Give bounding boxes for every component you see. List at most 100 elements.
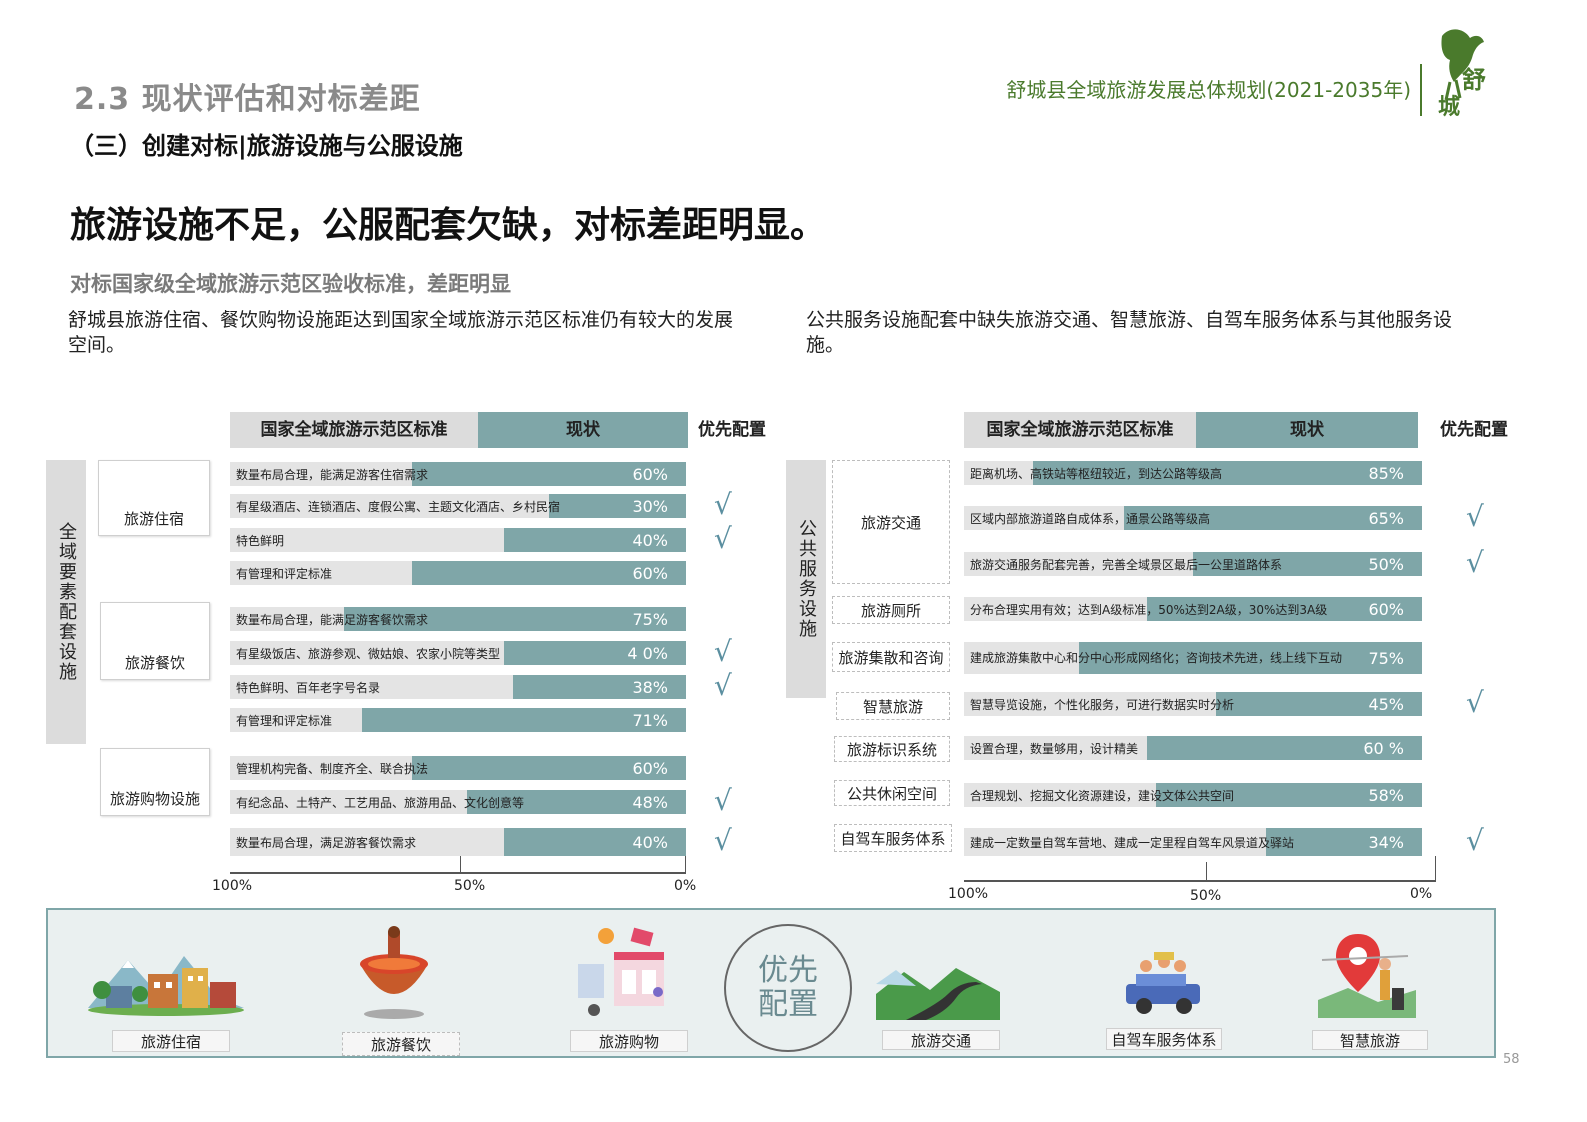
- priority-circle-line2: 配置: [758, 987, 818, 1022]
- bar-standard-text: 有管理和评定标准: [236, 566, 333, 581]
- left-description: 舒城县旅游住宿、餐饮购物设施距达到国家全域旅游示范区标准仍有较大的发展空间。: [68, 309, 734, 356]
- bar-fill: [1147, 597, 1422, 621]
- bar-fill: [362, 708, 686, 732]
- shopping-illustration-icon: [578, 927, 664, 1016]
- right-header-standard: 国家全域旅游示范区标准: [964, 412, 1196, 448]
- svg-text:城: 城: [1438, 94, 1460, 120]
- priority-check-icon: √: [1466, 686, 1484, 719]
- bottom-label-transport: 旅游交通: [882, 1030, 1000, 1050]
- bar-fill: [412, 756, 686, 780]
- bar-standard-text: 分布合理实用有效；达到A级标准，50%达到2A级，30%达到3A级: [970, 602, 1328, 617]
- bar-row: 数量布局合理，能满足游客住宿需求 60%: [230, 462, 686, 486]
- left-tick-0: 0%: [674, 878, 697, 894]
- bar-row: 特色鲜明、百年老字号名录 38%: [230, 675, 686, 699]
- bar-standard-text: 数量布局合理，满足游客餐饮需求: [236, 835, 417, 850]
- bar-value-label: 34%: [1368, 832, 1404, 852]
- category-leisure-space: 公共休闲空间: [834, 780, 950, 806]
- hotpot-illustration-icon: [360, 926, 428, 1019]
- bar-value-label: 38%: [632, 677, 668, 697]
- left-group-label: 全域要素配套设施: [46, 460, 86, 744]
- right-axis-end-tick: [1435, 856, 1436, 882]
- bar-value-label: 60%: [632, 464, 668, 484]
- left-header-priority: 优先配置: [698, 420, 766, 440]
- bar-row: 有纪念品、土特产、工艺用品、旅游用品、文化创意等 48%: [230, 790, 686, 814]
- bar-value-label: 48%: [632, 792, 668, 812]
- right-axis-mid-tick: [1206, 862, 1207, 882]
- category-self-drive: 自驾车服务体系: [834, 824, 952, 852]
- priority-check-icon: √: [714, 522, 732, 555]
- right-header-priority: 优先配置: [1440, 420, 1508, 440]
- priority-check-icon: √: [714, 635, 732, 668]
- lead-text: 对标国家级全域旅游示范区验收标准，差距明显: [70, 272, 511, 296]
- bar-value-label: 40%: [632, 832, 668, 852]
- bar-row: 有星级酒店、连锁酒店、度假公寓、主题文化酒店、乡村民宿 30%: [230, 494, 686, 518]
- section-title: 2.3 现状评估和对标差距: [74, 82, 421, 117]
- priority-check-icon: √: [1466, 824, 1484, 857]
- right-tick-0: 0%: [1410, 886, 1433, 902]
- bar-value-label: 45%: [1368, 694, 1404, 714]
- bar-fill: [512, 675, 686, 699]
- right-tick-100: 100%: [948, 886, 989, 902]
- bar-standard-text: 有星级酒店、连锁酒店、度假公寓、主题文化酒店、乡村民宿: [236, 499, 561, 514]
- priority-circle: 优先 配置: [724, 924, 852, 1052]
- bar-row: 管理机构完备、制度齐全、联合执法 60%: [230, 756, 686, 780]
- bar-standard-text: 管理机构完备、制度齐全、联合执法: [236, 761, 429, 776]
- bar-fill: [1078, 642, 1422, 674]
- bar-standard-text: 旅游交通服务配套完善，完善全域景区最后一公里道路体系: [970, 557, 1283, 572]
- category-toilet: 旅游厕所: [832, 596, 950, 624]
- category-distribution: 旅游集散和咨询: [832, 642, 950, 672]
- bar-value-label: 40%: [632, 530, 668, 550]
- left-axis-line: [230, 872, 686, 874]
- bar-row: 数量布局合理，能满足游客餐饮需求 75%: [230, 607, 686, 631]
- bar-value-label: 60%: [1368, 599, 1404, 619]
- bar-value-label: 60%: [632, 758, 668, 778]
- right-description: 公共服务设施配套中缺失旅游交通、智慧旅游、自驾车服务体系与其他服务设施。: [806, 309, 1453, 356]
- bar-fill: [344, 607, 686, 631]
- document-title: 舒城县全域旅游发展总体规划(2021-2035年): [1006, 78, 1411, 102]
- headline: 旅游设施不足，公服配套欠缺，对标差距明显。: [70, 205, 827, 246]
- right-tick-50: 50%: [1190, 888, 1222, 904]
- bar-standard-text: 设置合理，数量够用，设计精美: [970, 741, 1139, 756]
- category-shopping: 旅游购物设施: [100, 748, 210, 816]
- bar-value-label: 85%: [1368, 463, 1404, 483]
- category-transport: 旅游交通: [832, 460, 950, 584]
- left-axis-end-tick: [685, 856, 686, 874]
- priority-circle-line1: 优先: [758, 953, 818, 988]
- bar-fill: [1266, 828, 1422, 856]
- bar-standard-text: 特色鲜明、百年老字号名录: [236, 680, 381, 695]
- bar-standard-text: 合理规划、挖掘文化资源建设，建设文体公共空间: [970, 788, 1235, 803]
- bar-fill: [1032, 461, 1422, 485]
- category-dining: 旅游餐饮: [100, 602, 210, 680]
- bar-value-label: 60 %: [1363, 738, 1404, 758]
- bar-value-label: 60%: [632, 563, 668, 583]
- bar-standard-text: 有纪念品、土特产、工艺用品、旅游用品、文化创意等: [236, 795, 525, 810]
- right-header-current: 现状: [1196, 412, 1418, 448]
- bar-standard-text: 区域内部旅游道路自成体系，通景公路等级高: [970, 511, 1211, 526]
- bar-fill: [1156, 783, 1422, 807]
- bar-standard-text: 数量布局合理，能满足游客餐饮需求: [236, 612, 429, 627]
- bar-row: 有管理和评定标准 71%: [230, 708, 686, 732]
- left-tick-100: 100%: [212, 878, 253, 894]
- bar-row: 建成一定数量自驾车营地、建成一定里程自驾车风景道及驿站 34%: [964, 828, 1422, 856]
- bar-fill: [1193, 552, 1422, 576]
- bar-standard-text: 数量布局合理，能满足游客住宿需求: [236, 467, 429, 482]
- bar-value-label: 75%: [632, 609, 668, 629]
- bar-fill: [503, 828, 686, 856]
- bottom-label-dining: 旅游餐饮: [342, 1032, 460, 1056]
- bottom-label-self-drive: 自驾车服务体系: [1106, 1028, 1222, 1050]
- bar-standard-text: 特色鲜明: [236, 533, 285, 548]
- hotel-illustration-icon: [88, 956, 244, 1016]
- bar-row: 旅游交通服务配套完善，完善全域景区最后一公里道路体系 50%: [964, 552, 1422, 576]
- category-signage: 旅游标识系统: [834, 736, 950, 762]
- bar-standard-text: 建成一定数量自驾车营地、建成一定里程自驾车风景道及驿站: [970, 835, 1295, 850]
- bar-fill: [412, 462, 686, 486]
- shucheng-logo: 舒 城: [1438, 29, 1486, 120]
- bar-row: 分布合理实用有效；达到A级标准，50%达到2A级，30%达到3A级 60%: [964, 597, 1422, 621]
- jeep-illustration-icon: [1126, 952, 1200, 1014]
- bar-fill: [467, 790, 686, 814]
- bar-value-label: 58%: [1368, 785, 1404, 805]
- bar-value-label: 50%: [1368, 554, 1404, 574]
- priority-check-icon: √: [714, 488, 732, 521]
- bar-value-label: 4 0%: [627, 643, 668, 663]
- bar-value-label: 71%: [632, 710, 668, 730]
